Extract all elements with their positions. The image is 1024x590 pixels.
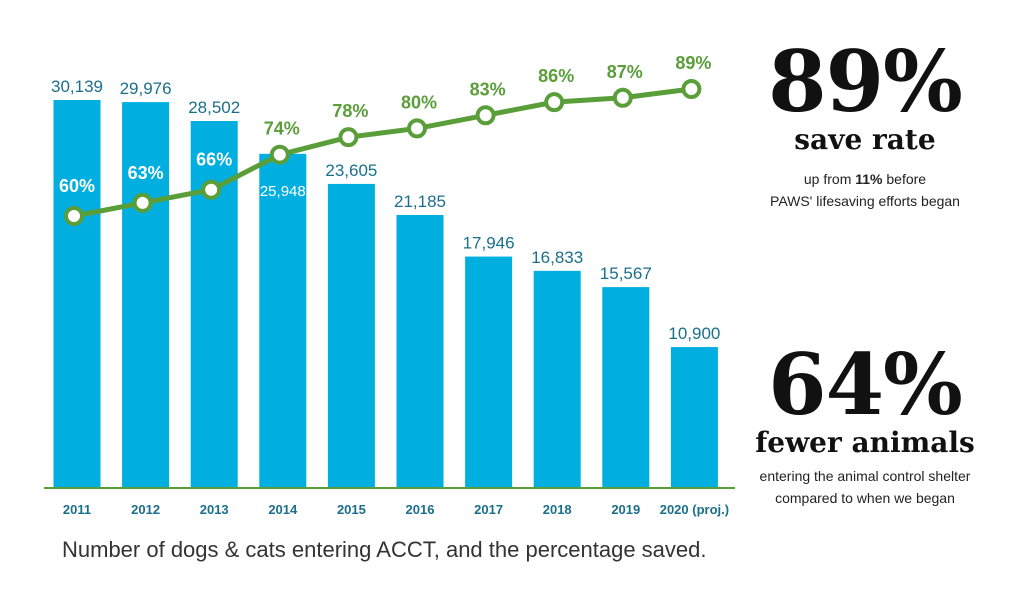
bar-value-label: 30,139 xyxy=(51,77,103,96)
save-rate-stat: 89% save rate up from 11% before PAWS' l… xyxy=(745,40,985,212)
line-point xyxy=(64,206,84,226)
bar-value-label: 28,502 xyxy=(188,98,240,117)
bar-2013 xyxy=(190,121,238,488)
line-value-label: 66% xyxy=(196,150,232,170)
bar-2020 (proj.) xyxy=(670,347,718,487)
bar-2014 xyxy=(259,153,307,487)
bar-2012 xyxy=(122,102,170,487)
bar-value-label: 17,946 xyxy=(463,234,515,253)
save-rate-note-line2: PAWS' lifesaving efforts began xyxy=(770,193,960,209)
save-rate-note-bold: 11% xyxy=(855,171,883,187)
fewer-animals-label: fewer animals xyxy=(755,426,975,459)
line-point xyxy=(681,79,702,99)
save-rate-note-prefix: up from xyxy=(803,171,856,187)
line-value-label: 83% xyxy=(470,79,506,99)
line-value-label: 63% xyxy=(128,163,164,183)
fewer-animals-note-line1: entering the animal control shelter xyxy=(759,468,971,484)
x-tick-label: 2016 xyxy=(406,502,435,517)
line-point xyxy=(612,87,633,108)
bar-value-label: 23,605 xyxy=(325,161,377,180)
x-tick-label: 2014 xyxy=(268,502,298,517)
fewer-animals-note: entering the animal control shelter comp… xyxy=(730,465,1000,509)
x-tick-label: 2019 xyxy=(611,502,640,517)
bar-2019 xyxy=(602,287,650,487)
save-rate-note: up from 11% before PAWS' lifesaving effo… xyxy=(745,168,985,212)
bar-2011 xyxy=(53,100,101,487)
x-tick-label: 2013 xyxy=(200,502,229,517)
line-value-label: 74% xyxy=(264,119,300,139)
line-value-label: 86% xyxy=(538,66,574,86)
line-point xyxy=(201,179,222,200)
x-tick-label: 2011 xyxy=(63,502,91,517)
line-point xyxy=(338,127,359,148)
save-rate-line xyxy=(73,86,692,219)
bar-value-label: 21,185 xyxy=(394,192,446,211)
bar-2016 xyxy=(396,214,444,488)
bar-2018 xyxy=(533,270,581,487)
bar-value-label: 15,567 xyxy=(600,264,652,283)
line-value-label: 87% xyxy=(607,62,643,82)
line-point xyxy=(475,105,496,126)
bar-value-label: 10,900 xyxy=(668,324,720,343)
x-tick-label: 2015 xyxy=(337,502,366,517)
save-rate-label: save rate xyxy=(794,123,936,156)
line-value-label: 89% xyxy=(675,53,711,73)
fewer-animals-value: 64% xyxy=(768,335,963,434)
fewer-animals-note-line2: compared to when we began xyxy=(775,490,955,506)
line-point xyxy=(544,92,565,113)
fewer-animals-stat: 64% fewer animals entering the animal co… xyxy=(730,343,1000,509)
x-tick-label: 2017 xyxy=(474,502,503,517)
x-tick-label: 2018 xyxy=(543,502,572,517)
x-tick-label: 2012 xyxy=(131,502,160,517)
x-tick-label: 2020 (proj.) xyxy=(660,502,729,517)
line-point xyxy=(269,144,290,165)
bar-2015 xyxy=(327,183,375,488)
line-value-label: 80% xyxy=(401,92,437,112)
line-point xyxy=(407,118,427,139)
line-value-label: 60% xyxy=(59,176,95,196)
line-value-label: 78% xyxy=(332,101,368,121)
chart-caption: Number of dogs & cats entering ACCT, and… xyxy=(62,537,707,562)
save-rate-note-suffix: before xyxy=(882,171,927,187)
bar-2017 xyxy=(465,256,513,487)
bar-value-label: 16,833 xyxy=(531,248,583,267)
bar-value-label: 25,948 xyxy=(260,183,306,200)
line-point xyxy=(132,192,153,213)
save-rate-value: 89% xyxy=(768,32,963,131)
bar-value-label: 29,976 xyxy=(120,79,172,98)
